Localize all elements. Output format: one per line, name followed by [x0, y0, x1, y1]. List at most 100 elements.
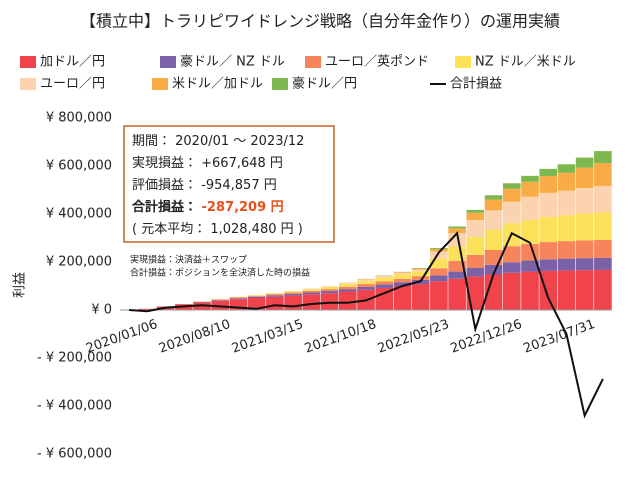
bar-segment [484, 264, 503, 275]
y-tick-label: ¥ 0 [91, 303, 112, 318]
bar-segment [247, 295, 266, 296]
legend-swatch [455, 56, 471, 68]
bar-segment [575, 270, 594, 310]
bar-segment [575, 213, 594, 241]
bar-segment [521, 175, 539, 182]
bar-segment [375, 284, 394, 288]
bar-segment [539, 242, 558, 260]
bar-segment [502, 246, 521, 263]
bar-segment [411, 276, 430, 280]
bar-segment [484, 199, 503, 211]
legend-swatch [160, 56, 176, 68]
y-tick-label: - ¥ 400,000 [37, 399, 112, 414]
x-tick-label: 2022/05/23 [376, 317, 452, 357]
bar-segment [502, 262, 521, 273]
bar-segment [284, 291, 302, 293]
bar-segment [393, 282, 412, 286]
bar-segment [375, 277, 394, 282]
bar-segment [430, 275, 448, 282]
bar-segment [375, 281, 394, 285]
bar-segment [302, 289, 321, 291]
bar-segment [502, 188, 521, 202]
bar-segment [393, 286, 412, 310]
bar-segment [466, 209, 485, 213]
bar-segment [211, 299, 230, 301]
bar-segment [320, 291, 339, 294]
bar-segment [521, 196, 539, 220]
bar-segment [575, 188, 594, 214]
bar-segment [357, 286, 375, 290]
info-text: 実現損益： [132, 155, 201, 171]
bar-segment [484, 195, 503, 200]
bar-segment [266, 294, 284, 296]
legend-label: 豪ドル／円 [292, 77, 357, 92]
bar-segment [320, 286, 339, 287]
bar-segment [375, 276, 394, 278]
bar-segment [484, 274, 503, 310]
info-text: ( 元本平均： 1,028,480 円 ) [132, 222, 303, 237]
info-text: 合計損益： [132, 199, 202, 215]
bar-segment [320, 293, 339, 310]
bar-segment [448, 278, 466, 310]
info-line: ( 元本平均： 1,028,480 円 ) [132, 222, 303, 237]
bar-segment [466, 212, 485, 220]
x-tick-label: 2020/01/06 [84, 317, 160, 357]
info-line: 期間： 2020/01 ～ 2023/12 [132, 134, 304, 149]
bar-segment [484, 229, 503, 250]
bar-segment [302, 290, 321, 293]
x-tick-label: 2021/03/15 [230, 317, 306, 357]
bar-segment [430, 258, 448, 269]
y-tick-label: ¥ 200,000 [46, 255, 112, 270]
bar-segment [266, 295, 284, 297]
info-box-frame [123, 125, 335, 243]
bar-segment [521, 271, 539, 310]
bar-segment [557, 164, 576, 173]
bar-segment [411, 271, 430, 277]
bar-segment [557, 190, 576, 216]
legend-swatch [305, 56, 321, 68]
bar-segment [338, 289, 357, 292]
bar-segment [594, 163, 612, 186]
legend-swatch [152, 78, 168, 90]
bar-segment [338, 282, 357, 284]
bar-segment [375, 287, 394, 310]
bar-segment [521, 181, 539, 197]
bar-segment [484, 210, 503, 230]
bar-segment [466, 254, 485, 268]
bar-segment [521, 260, 539, 272]
x-tick-label: 2023/07/31 [521, 317, 597, 357]
bar-segment [521, 243, 539, 261]
x-tick-label: 2022/12/26 [449, 317, 525, 357]
bar-segment [393, 272, 412, 275]
bar-segment [539, 192, 558, 217]
info-text: -954,857 円 [201, 178, 277, 193]
bar-segment [502, 272, 521, 310]
legend-label: ユーロ／英ポンド [325, 55, 429, 70]
bar-segment [575, 167, 594, 189]
bar-segment [393, 272, 412, 273]
bar-segment [557, 172, 576, 191]
legend-swatch [20, 78, 36, 90]
legend-label: NZ ドル／米ドル [475, 55, 576, 70]
legend-label: 豪ドル／ NZ ドル [180, 55, 285, 70]
bar-segment [393, 274, 412, 279]
info-line: 合計損益： -287,209 円 [132, 199, 284, 215]
bar-segment [557, 258, 576, 271]
bar-segment [594, 239, 612, 258]
y-tick-label: - ¥ 600,000 [37, 447, 112, 462]
bar-segment [229, 299, 248, 310]
bar-segment [338, 291, 357, 310]
bar-segment [430, 281, 448, 310]
y-tick-label: ¥ 600,000 [46, 159, 112, 174]
bar-segment [357, 280, 375, 285]
bar-segment [539, 259, 558, 271]
y-axis-label: 利益 [13, 272, 28, 298]
bar-segment [430, 249, 448, 252]
bar-segment [594, 257, 612, 270]
bar-segment [466, 220, 485, 237]
info-line: 評価損益： -954,857 円 [132, 178, 277, 193]
bar-segment [557, 241, 576, 259]
info-box: 期間： 2020/01 ～ 2023/12 実現損益： +667,648 円評価損… [123, 125, 335, 243]
bar-segment [539, 270, 558, 310]
